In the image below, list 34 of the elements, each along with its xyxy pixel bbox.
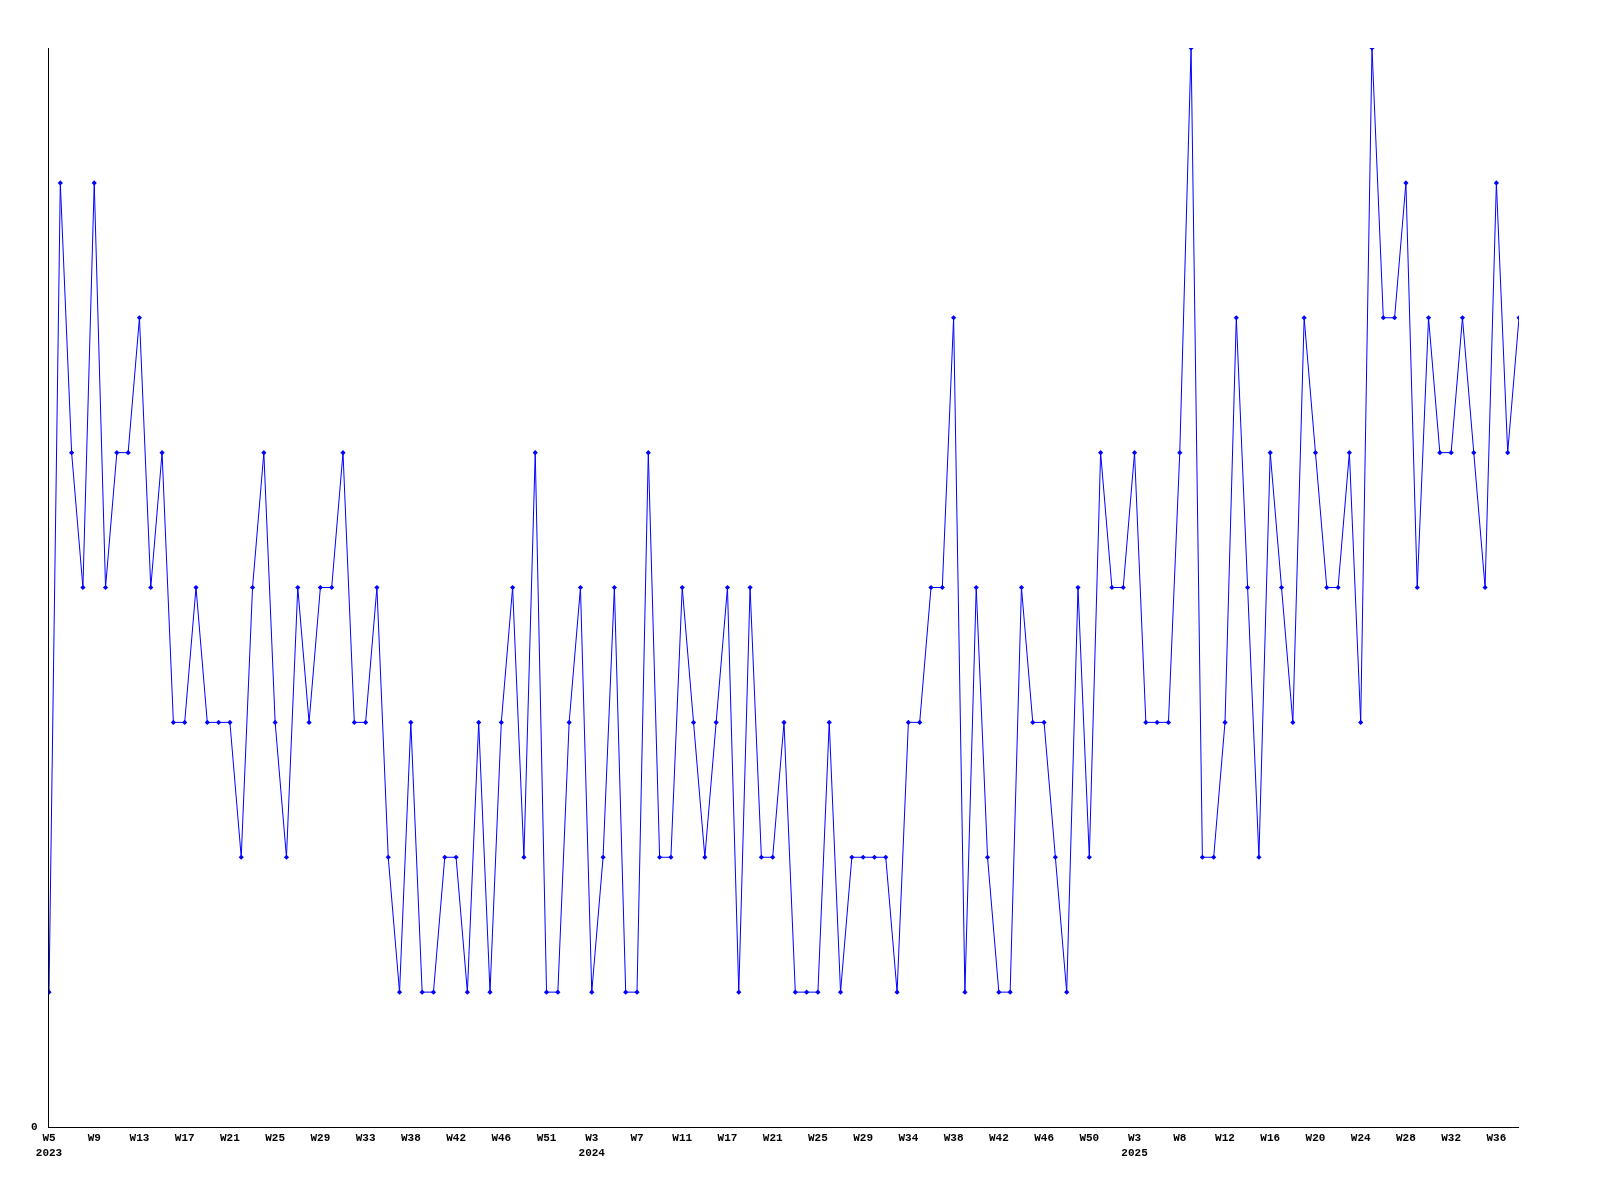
x-tick-label: W3 2024	[578, 1132, 606, 1159]
x-tick-label: W17	[174, 1132, 195, 1145]
x-tick-label: W25	[265, 1132, 286, 1145]
x-tick-label: W17	[717, 1132, 738, 1145]
x-tick-label: W38	[943, 1132, 964, 1145]
x-tick-label: W46	[1034, 1132, 1054, 1145]
x-tick-label: W11	[672, 1132, 693, 1145]
text: 0	[31, 1121, 38, 1133]
x-tick-label: W28	[1396, 1132, 1417, 1145]
x-tick-label: W9	[87, 1132, 101, 1145]
x-tick-label: W3 2025	[1121, 1132, 1149, 1159]
x-tick-label: W25	[808, 1132, 829, 1145]
x-tick-label: W51	[536, 1132, 557, 1145]
x-tick-label: W42	[988, 1132, 1009, 1145]
x-tick-label: W12	[1215, 1132, 1235, 1145]
x-tick-label: W16	[1260, 1132, 1281, 1145]
x-tick-label: W20	[1305, 1132, 1326, 1145]
x-tick-label: W33	[355, 1132, 376, 1145]
x-tick-label: W32	[1441, 1132, 1462, 1145]
x-tick-label: W29	[310, 1132, 331, 1145]
x-tick-label: W24	[1350, 1132, 1371, 1145]
x-tick-label: W21	[762, 1132, 783, 1145]
x-tick-label: W38	[400, 1132, 422, 1145]
x-tick-label: W36	[1486, 1132, 1507, 1145]
x-tick-label: W46	[491, 1132, 512, 1145]
x-tick-label: W29	[853, 1132, 874, 1145]
x-tick-label: W42	[446, 1132, 466, 1145]
x-tick-label: W5 2023	[35, 1132, 63, 1159]
x-tick-label: W34	[898, 1132, 919, 1145]
x-tick-label: W13	[129, 1132, 150, 1145]
x-tick-label: W8	[1173, 1132, 1187, 1145]
x-tick-label: W50	[1079, 1132, 1100, 1145]
x-tick-label: W7	[630, 1132, 644, 1145]
x-tick-label: W21	[220, 1132, 241, 1145]
